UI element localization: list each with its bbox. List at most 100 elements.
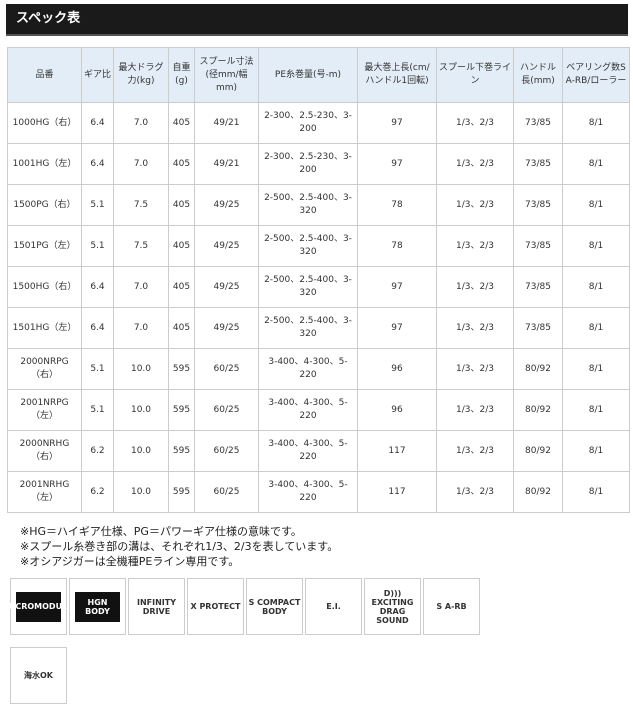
- table-row: 1000HG（右） 6.4 7.0 405 49/21 2-300、2.5-230、3-2…: [7, 102, 630, 144]
- table-cell: 3-400、4-300、5-220: [258, 430, 358, 472]
- feature-logo-icon: 海水OK: [10, 647, 67, 704]
- table-cell: 2-500、2.5-400、3-320: [258, 225, 358, 267]
- table-cell: 7.0: [113, 266, 169, 308]
- table-cell: 80/92: [513, 348, 563, 390]
- table-cell: 117: [357, 430, 437, 472]
- table-cell: 8/1: [562, 143, 630, 185]
- table-cell: 1500PG（右）: [7, 184, 82, 226]
- table-cell: 78: [357, 225, 437, 267]
- feature-logo-icon: INFINITY DRIVE: [128, 578, 185, 635]
- table-cell: 7.0: [113, 307, 169, 349]
- table-cell: 1/3、2/3: [436, 348, 514, 390]
- table-cell: 595: [168, 430, 195, 472]
- table-cell: 2000NRPG（右）: [7, 348, 82, 390]
- table-cell: 80/92: [513, 389, 563, 431]
- table-cell: 49/21: [194, 102, 259, 144]
- table-cell: 6.4: [81, 307, 114, 349]
- table-cell: 97: [357, 266, 437, 308]
- table-header-row: 品番 ギア比 最大ドラグ力(kg) 自重(g) スプール寸法(径mm/幅mm) PE糸巻量…: [7, 47, 630, 103]
- note: ※スプール糸巻き部の溝は、それぞれ1/3、2/3を表しています。: [20, 540, 339, 553]
- feature-label: S A-RB: [436, 602, 467, 611]
- table-cell: 80/92: [513, 430, 563, 472]
- feature-logo-icon: S COMPACT BODY: [246, 578, 303, 635]
- table-cell: 10.0: [113, 389, 169, 431]
- table-cell: 8/1: [562, 102, 630, 144]
- table-cell: 60/25: [194, 348, 259, 390]
- table-cell: 10.0: [113, 348, 169, 390]
- table-cell: 6.4: [81, 266, 114, 308]
- table-cell: 1/3、2/3: [436, 102, 514, 144]
- table-cell: 2-300、2.5-230、3-200: [258, 102, 358, 144]
- feature-label: 海水OK: [24, 671, 53, 680]
- feature-logo-icon: X PROTECT: [187, 578, 244, 635]
- table-cell: 2-300、2.5-230、3-200: [258, 143, 358, 185]
- feature-label: E.I.: [326, 602, 341, 611]
- page-title: スペック表: [6, 4, 628, 36]
- table-cell: 73/85: [513, 225, 563, 267]
- column-header: ギア比: [81, 47, 114, 103]
- table-cell: 49/25: [194, 184, 259, 226]
- table-cell: 1500HG（右）: [7, 266, 82, 308]
- table-row: 1500HG（右） 6.4 7.0 405 49/25 2-500、2.5-400、3-3…: [7, 266, 630, 308]
- table-cell: 7.5: [113, 184, 169, 226]
- table-cell: 5.1: [81, 225, 114, 267]
- column-header: スプール下巻ライン: [436, 47, 514, 103]
- table-cell: 8/1: [562, 184, 630, 226]
- table-cell: 6.4: [81, 102, 114, 144]
- table-row: 2001NRPG（左） 5.1 10.0 595 60/25 3-400、4-300、5-…: [7, 389, 630, 431]
- table-cell: 7.5: [113, 225, 169, 267]
- table-cell: 1/3、2/3: [436, 184, 514, 226]
- table-cell: 1/3、2/3: [436, 225, 514, 267]
- table-cell: 6.4: [81, 143, 114, 185]
- table-cell: 8/1: [562, 389, 630, 431]
- table-row: 1001HG（左） 6.4 7.0 405 49/21 2-300、2.5-230、3-2…: [7, 143, 630, 185]
- table-cell: 96: [357, 348, 437, 390]
- table-cell: 8/1: [562, 430, 630, 472]
- table-cell: 405: [168, 143, 195, 185]
- table-cell: 405: [168, 307, 195, 349]
- table-cell: 3-400、4-300、5-220: [258, 389, 358, 431]
- table-cell: 7.0: [113, 143, 169, 185]
- column-header: 最大ドラグ力(kg): [113, 47, 169, 103]
- table-cell: 60/25: [194, 471, 259, 513]
- table-cell: 78: [357, 184, 437, 226]
- table-cell: 595: [168, 389, 195, 431]
- feature-label: S COMPACT BODY: [248, 597, 301, 616]
- table-cell: 3-400、4-300、5-220: [258, 471, 358, 513]
- table-cell: 5.1: [81, 348, 114, 390]
- column-header: ベアリング数S A-RB/ローラー: [562, 47, 630, 103]
- table-cell: 60/25: [194, 389, 259, 431]
- table-cell: 117: [357, 471, 437, 513]
- feature-label: MICROMODULE: [4, 591, 73, 622]
- spec-table: 品番 ギア比 最大ドラグ力(kg) 自重(g) スプール寸法(径mm/幅mm) PE糸巻量…: [7, 47, 630, 513]
- table-cell: 8/1: [562, 471, 630, 513]
- table-cell: 405: [168, 266, 195, 308]
- column-header: ハンドル長(mm): [513, 47, 563, 103]
- table-cell: 1/3、2/3: [436, 307, 514, 349]
- table-cell: 5.1: [81, 184, 114, 226]
- feature-icons: MICROMODULE HGN BODY INFINITY DRIVE X PROTE…: [4, 578, 530, 714]
- feature-label: D))) EXCITING DRAG SOUND: [371, 588, 414, 625]
- column-header: 自重(g): [168, 47, 195, 103]
- table-cell: 49/25: [194, 266, 259, 308]
- table-cell: 1/3、2/3: [436, 266, 514, 308]
- table-cell: 1501PG（左）: [7, 225, 82, 267]
- table-cell: 49/21: [194, 143, 259, 185]
- feature-label: X PROTECT: [190, 602, 241, 611]
- table-cell: 73/85: [513, 307, 563, 349]
- note: ※オシアジガーは全機種PEライン専用です。: [20, 555, 240, 568]
- table-cell: 5.1: [81, 389, 114, 431]
- table-cell: 2000NRHG（右）: [7, 430, 82, 472]
- feature-logo-icon: MICROMODULE: [4, 578, 73, 635]
- table-cell: 73/85: [513, 102, 563, 144]
- table-cell: 595: [168, 348, 195, 390]
- table-cell: 80/92: [513, 471, 563, 513]
- column-header: スプール寸法(径mm/幅mm): [194, 47, 259, 103]
- feature-logo-icon: HGN BODY: [69, 578, 126, 635]
- feature-logo-icon: E.I.: [305, 578, 362, 635]
- table-row: 2000NRPG（右） 5.1 10.0 595 60/25 3-400、4-300、5-…: [7, 348, 630, 390]
- table-cell: 49/25: [194, 225, 259, 267]
- table-cell: 8/1: [562, 266, 630, 308]
- table-cell: 8/1: [562, 307, 630, 349]
- table-cell: 10.0: [113, 471, 169, 513]
